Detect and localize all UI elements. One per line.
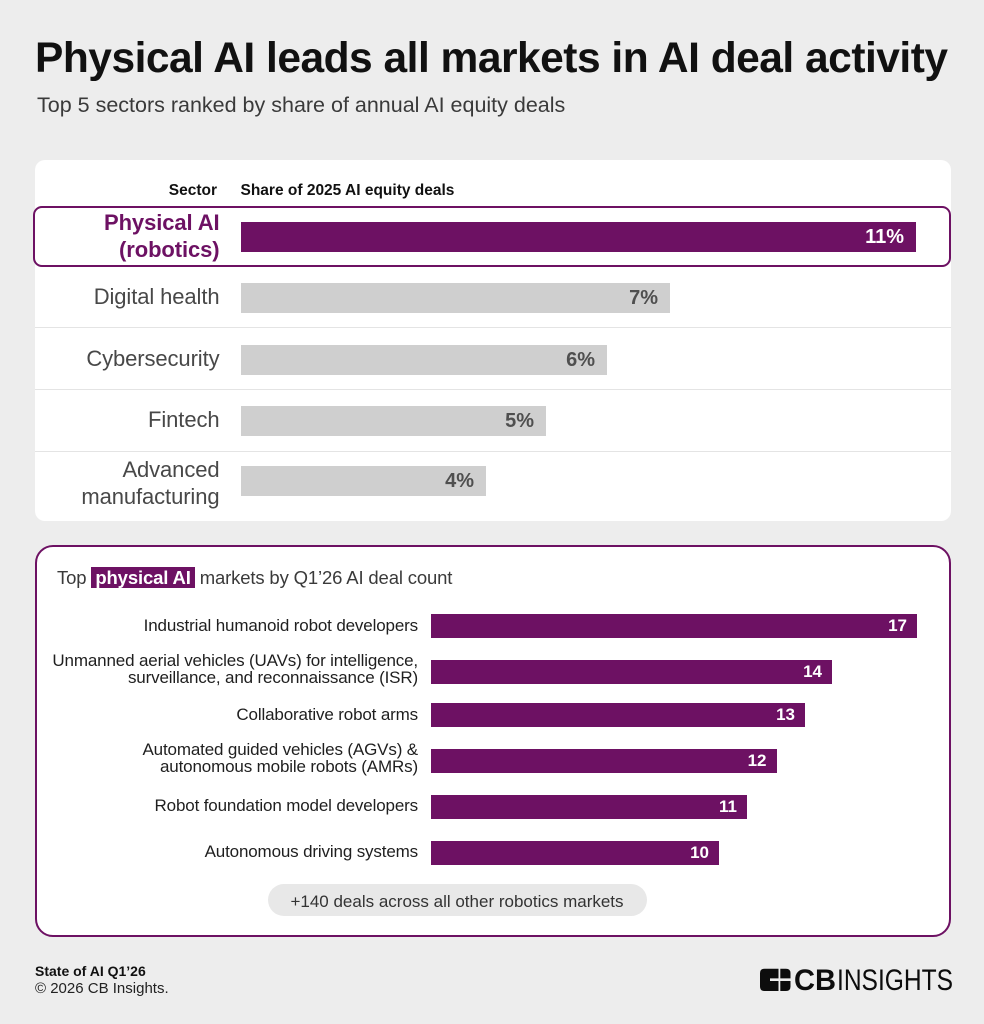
svg-text:INSIGHTS: INSIGHTS: [837, 966, 953, 996]
svg-text:CB: CB: [794, 966, 836, 996]
